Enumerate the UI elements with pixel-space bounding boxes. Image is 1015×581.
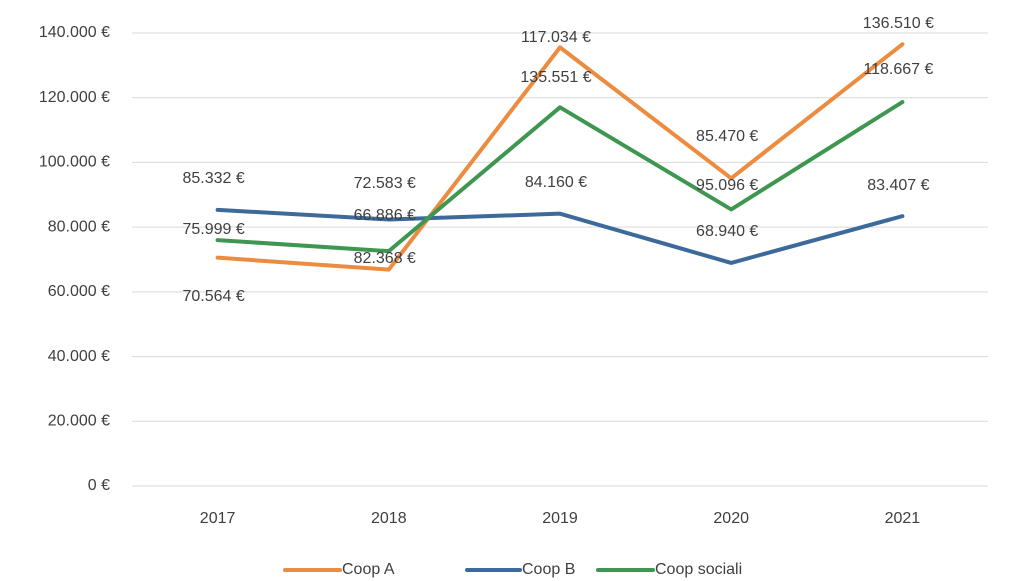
data-label: 117.034 €	[521, 29, 591, 46]
legend-label: Coop sociali	[655, 561, 742, 578]
data-label: 70.564 €	[182, 288, 244, 305]
x-tick-label: 2019	[542, 510, 578, 527]
y-tick-label: 100.000 €	[39, 154, 110, 171]
legend-label: Coop A	[342, 561, 395, 578]
data-label: 72.583 €	[354, 175, 416, 192]
data-label: 66.886 €	[354, 207, 416, 224]
data-label: 85.470 €	[696, 128, 758, 145]
data-label: 82.368 €	[354, 250, 416, 267]
series-line	[215, 100, 905, 254]
data-label: 85.332 €	[182, 170, 244, 187]
x-tick-label: 2021	[885, 510, 921, 527]
data-label: 95.096 €	[696, 177, 758, 194]
data-label: 83.407 €	[867, 177, 929, 194]
data-label: 118.667 €	[863, 61, 933, 78]
x-tick-label: 2018	[371, 510, 407, 527]
x-tick-label: 2020	[713, 510, 749, 527]
data-label: 84.160 €	[525, 174, 587, 191]
y-tick-label: 120.000 €	[39, 89, 110, 106]
data-label: 135.551 €	[520, 69, 591, 86]
y-tick-label: 60.000 €	[48, 283, 110, 300]
x-tick-label: 2017	[200, 510, 236, 527]
y-tick-label: 80.000 €	[48, 218, 110, 235]
y-tick-label: 40.000 €	[48, 348, 110, 365]
y-tick-label: 20.000 €	[48, 413, 110, 430]
y-tick-label: 140.000 €	[39, 24, 110, 41]
data-label: 75.999 €	[182, 221, 244, 238]
y-tick-label: 0 €	[88, 477, 110, 494]
series-line	[215, 207, 905, 265]
data-label: 136.510 €	[863, 15, 934, 32]
data-label: 68.940 €	[696, 223, 758, 240]
legend-label: Coop B	[522, 561, 575, 578]
series-line	[215, 42, 905, 272]
